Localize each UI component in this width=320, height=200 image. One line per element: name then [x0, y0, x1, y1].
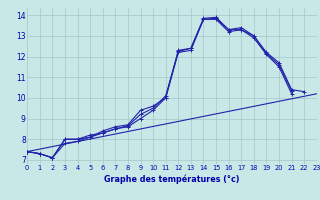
X-axis label: Graphe des températures (°c): Graphe des températures (°c) — [104, 174, 240, 184]
